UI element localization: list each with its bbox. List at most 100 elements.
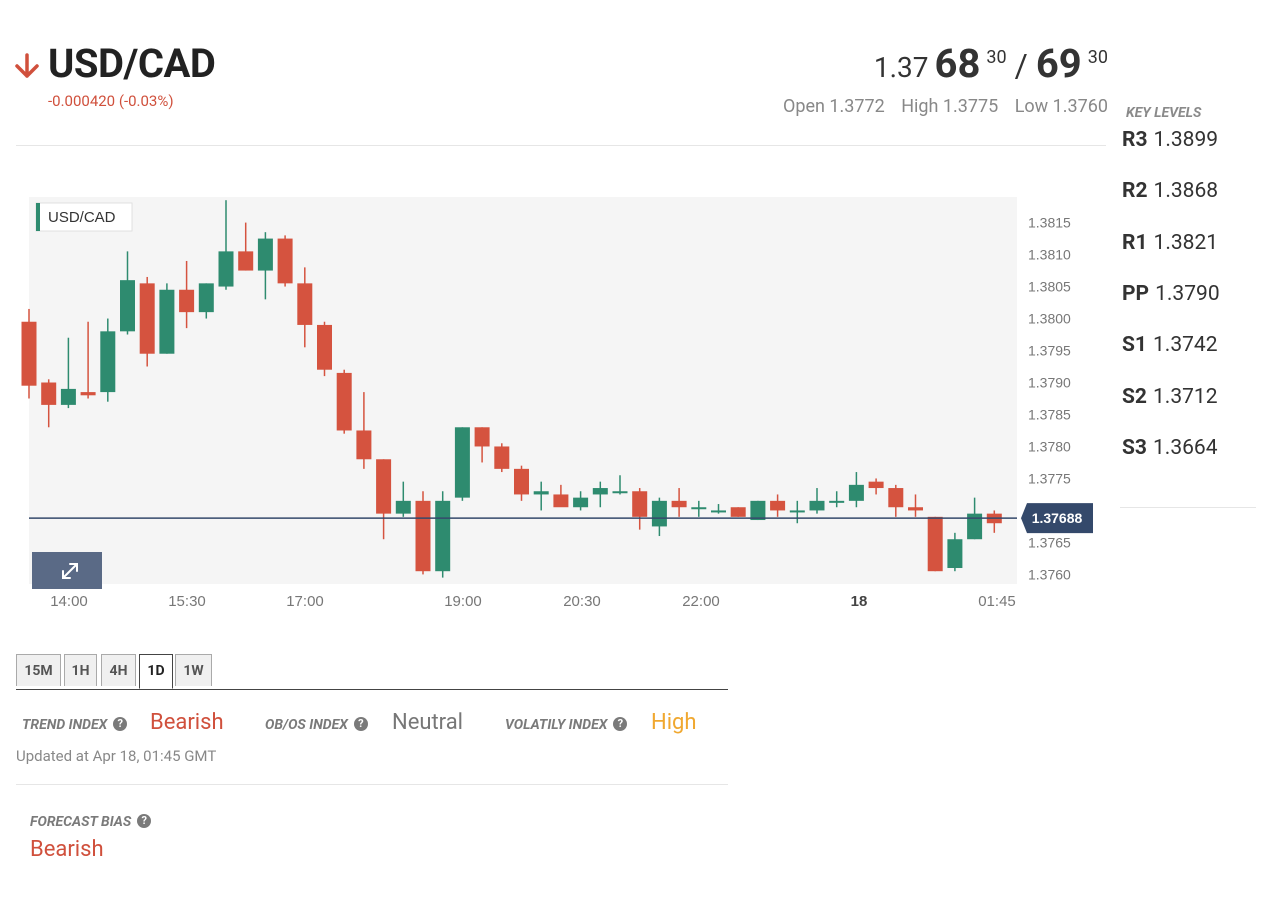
candle-body: [967, 513, 983, 540]
candlestick-chart[interactable]: 1.3815 1.3810 1.3805 1.3800 1.3795 1.3790 1.37…: [0, 160, 1110, 620]
candle: [415, 491, 431, 575]
key-level-name: R3: [1122, 128, 1148, 152]
candle: [297, 267, 313, 348]
candle-body: [257, 238, 273, 271]
candle: [159, 283, 175, 354]
y-tick-label: 1.3760: [1028, 566, 1071, 582]
candle: [514, 465, 529, 501]
candle-body: [474, 427, 490, 447]
candle-body: [454, 427, 470, 498]
candle-body: [868, 481, 884, 489]
y-tick-label: 1.3775: [1028, 470, 1071, 486]
candle-body: [159, 289, 175, 354]
candle-body: [789, 510, 805, 513]
bid-ask-quote: 1.37 68 30/69 30: [874, 40, 1108, 88]
candle: [809, 488, 825, 514]
candle: [789, 500, 805, 524]
candle: [730, 507, 746, 517]
candle: [474, 427, 490, 463]
key-level-r1: R1 1.3821: [1122, 231, 1218, 255]
key-levels-divider: [1120, 507, 1256, 508]
tab-1w[interactable]: 1W: [175, 654, 212, 686]
candle: [632, 488, 648, 530]
candle-body: [494, 446, 510, 469]
key-level-name: S1: [1122, 333, 1147, 357]
obos-index-label: OB/OS INDEX?: [265, 717, 368, 733]
candle: [41, 379, 57, 428]
candle: [553, 484, 569, 508]
candle-body: [553, 494, 569, 508]
candle-body: [632, 491, 648, 517]
candle: [100, 318, 116, 402]
timeframe-tabs: 15M 1H 4H 1D 1W: [16, 654, 728, 690]
tab-15m[interactable]: 15M: [16, 654, 61, 686]
candle: [927, 516, 943, 572]
tab-1h[interactable]: 1H: [64, 654, 97, 686]
y-tick-label: 1.3795: [1028, 343, 1071, 359]
key-level-name: R1: [1122, 231, 1148, 255]
chart-legend: USD/CAD: [35, 202, 133, 232]
key-level-s2: S2 1.3712: [1122, 385, 1218, 409]
candle: [691, 500, 707, 517]
forecast-bias-value: Bearish: [30, 837, 104, 862]
candle: [671, 488, 687, 517]
candle: [80, 321, 96, 399]
ohl-row: Open 1.3772 High 1.3775 Low 1.3760: [771, 96, 1108, 117]
candle-body: [730, 507, 746, 517]
y-tick-label: 1.3765: [1028, 534, 1071, 550]
candle-body: [179, 289, 195, 313]
candle-body: [80, 392, 96, 396]
candle-body: [829, 500, 845, 503]
candle-body: [120, 280, 135, 332]
price-change: -0.000420 (-0.03%): [48, 92, 174, 110]
arrow-down-icon: [15, 53, 39, 78]
candle-body: [750, 500, 766, 521]
candle-body: [848, 484, 864, 501]
expand-button[interactable]: [32, 552, 102, 589]
tab-4h[interactable]: 4H: [101, 654, 136, 686]
y-tick-label: 1.3800: [1028, 311, 1071, 327]
candle: [750, 500, 766, 521]
help-icon[interactable]: ?: [353, 717, 368, 732]
candle: [257, 232, 273, 300]
help-icon[interactable]: ?: [113, 717, 128, 732]
candle-body: [415, 500, 431, 572]
candle-body: [198, 283, 214, 313]
key-level-name: S3: [1122, 436, 1147, 460]
candle: [376, 459, 392, 540]
bid-fraction: 30: [986, 47, 1007, 68]
candle-body: [297, 283, 313, 325]
key-levels-title: KEY LEVELS: [1126, 105, 1202, 121]
key-level-name: S2: [1122, 385, 1147, 409]
x-tick-label: 20:30: [563, 593, 601, 610]
candle-body: [376, 459, 392, 514]
key-level-name: PP: [1122, 282, 1150, 306]
candle: [21, 308, 37, 399]
candle: [533, 481, 549, 511]
candle: [848, 472, 864, 508]
candle-body: [612, 491, 628, 494]
high-value: High 1.3775: [901, 96, 999, 117]
help-icon[interactable]: ?: [137, 814, 152, 829]
x-tick-label: 14:00: [50, 593, 88, 610]
help-icon[interactable]: ?: [613, 717, 628, 732]
obos-index-value: Neutral: [392, 710, 464, 735]
candle: [573, 491, 589, 511]
legend-label: USD/CAD: [48, 209, 116, 226]
pair-title: USD/CAD: [48, 40, 216, 87]
y-tick-label: 1.3805: [1028, 279, 1071, 295]
tab-1d[interactable]: 1D: [139, 654, 173, 689]
candle-body: [908, 507, 923, 511]
trend-index-label: TREND INDEX?: [22, 717, 128, 733]
y-tick-label: 1.3815: [1028, 215, 1071, 231]
candle: [888, 484, 904, 517]
candle: [238, 222, 254, 271]
candle-body: [927, 516, 943, 572]
candle: [139, 276, 155, 367]
candle: [908, 494, 923, 517]
candle-body: [277, 238, 293, 284]
bid-pips: 68: [934, 40, 981, 87]
current-price-label: 1.37688: [1032, 510, 1083, 526]
candle: [435, 491, 451, 578]
expand-icon: [62, 563, 78, 579]
